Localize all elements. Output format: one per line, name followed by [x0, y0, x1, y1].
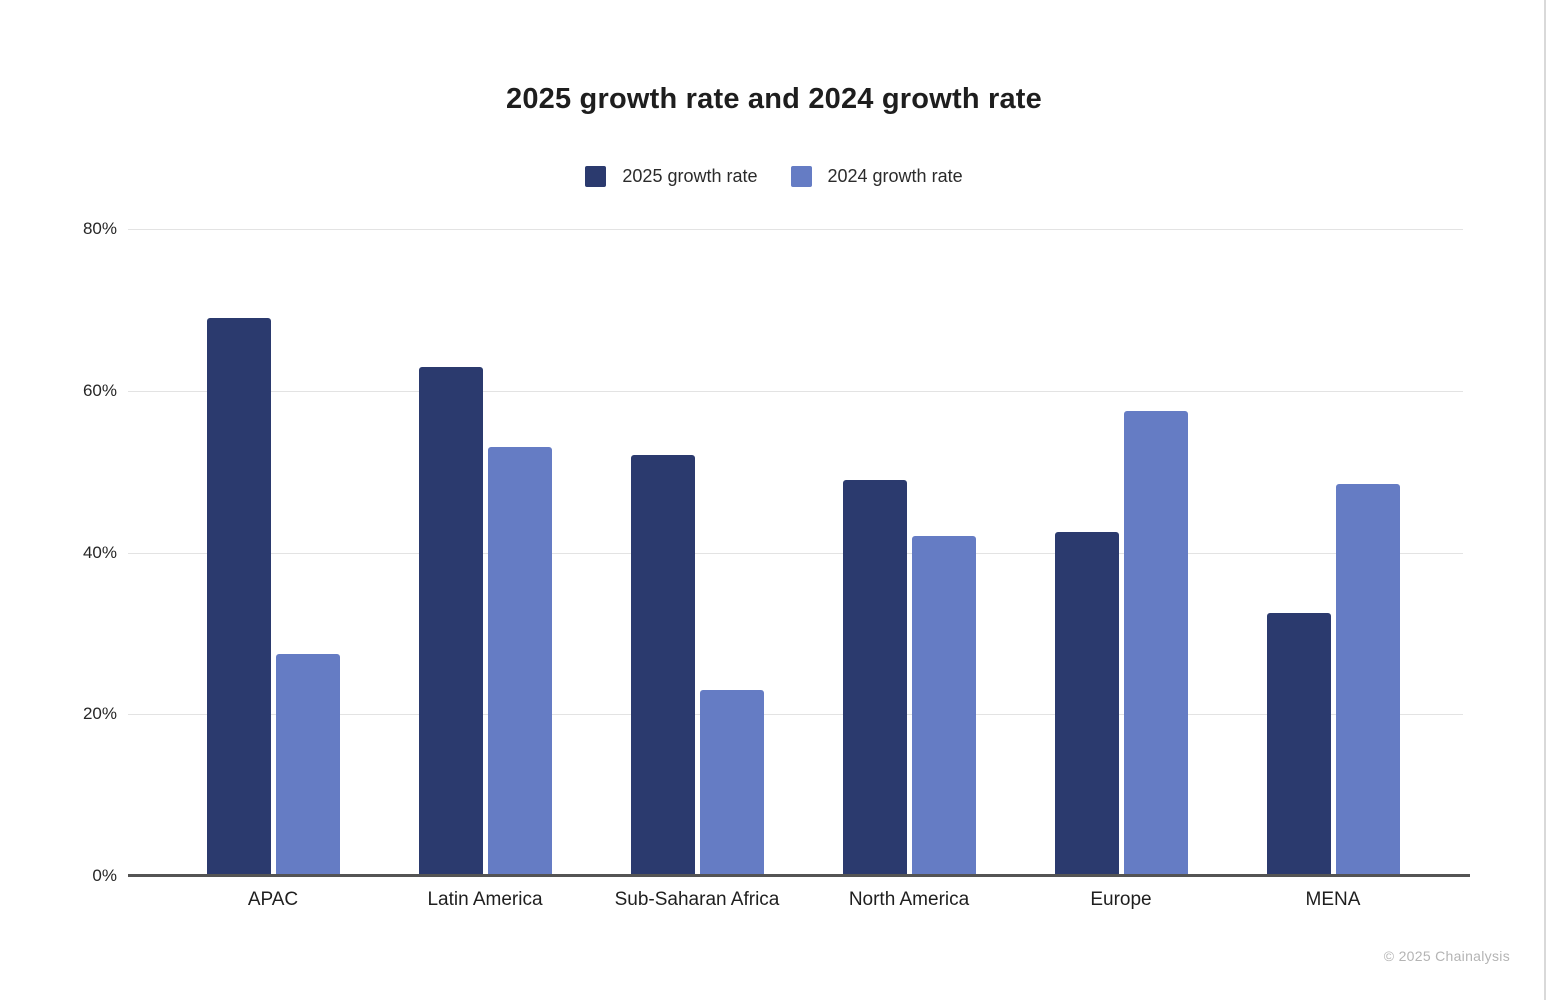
- legend-item-2025-growth-rate: 2025 growth rate: [585, 166, 758, 187]
- x-tick-label-sub-saharan-africa: Sub-Saharan Africa: [614, 889, 780, 910]
- x-tick-label-mena: MENA: [1305, 889, 1361, 910]
- x-tick-label-north-america: North America: [848, 889, 970, 910]
- bar-2025-growth-rate-north-america: [842, 479, 907, 876]
- x-axis-line: [128, 874, 1470, 877]
- gridline-20: [128, 714, 1463, 716]
- bar-2024-growth-rate-latin-america: [487, 447, 552, 876]
- bar-2025-growth-rate-sub-saharan-africa: [630, 455, 695, 876]
- gridline-60: [128, 390, 1463, 392]
- y-tick-label-40: 40%: [82, 542, 117, 562]
- copyright-text: © 2025 Chainalysis: [1383, 948, 1510, 964]
- legend-label: 2025 growth rate: [622, 166, 758, 186]
- legend-item-2024-growth-rate: 2024 growth rate: [790, 166, 963, 187]
- legend: 2025 growth rate 2024 growth rate: [0, 166, 1548, 187]
- y-tick-label-20: 20%: [82, 704, 117, 724]
- y-tick-label-80: 80%: [82, 219, 117, 238]
- bar-2024-growth-rate-europe: [1123, 410, 1188, 876]
- bar-group-north-america: North America: [803, 229, 1015, 910]
- bar-group-latin-america: Latin America: [379, 229, 591, 910]
- x-tick-label-apac: APAC: [247, 889, 299, 910]
- legend-swatch-2024-growth-rate: [790, 166, 812, 187]
- right-edge-border: [1544, 0, 1546, 1000]
- y-tick-label-0: 0%: [92, 866, 117, 885]
- bar-2025-growth-rate-latin-america: [418, 366, 483, 876]
- bar-2025-growth-rate-europe: [1054, 532, 1119, 876]
- bar-2024-growth-rate-apac: [275, 653, 340, 876]
- gridline-40: [128, 552, 1463, 554]
- x-tick-label-latin-america: Latin America: [427, 889, 543, 910]
- bar-group-apac: APAC: [167, 229, 379, 910]
- legend-swatch-2025-growth-rate: [585, 166, 607, 187]
- bar-2024-growth-rate-mena: [1335, 483, 1400, 876]
- bar-2025-growth-rate-mena: [1266, 613, 1331, 876]
- gridline-80: [128, 229, 1463, 230]
- bar-groups: APAC Latin America Sub-Saharan Africa North…: [128, 229, 1463, 910]
- bar-2024-growth-rate-north-america: [911, 536, 976, 876]
- chart-title: 2025 growth rate and 2024 growth rate: [505, 83, 1042, 115]
- bar-2025-growth-rate-apac: [206, 317, 271, 876]
- bar-2024-growth-rate-sub-saharan-africa: [699, 690, 764, 876]
- bar-group-europe: Europe: [1015, 229, 1227, 910]
- bar-group-mena: MENA: [1227, 229, 1439, 910]
- y-tick-label-60: 60%: [82, 380, 117, 400]
- legend-label: 2024 growth rate: [827, 166, 963, 186]
- x-tick-label-europe: Europe: [1090, 889, 1152, 910]
- bar-group-sub-saharan-africa: Sub-Saharan Africa: [591, 229, 803, 910]
- plot-area: 80% 60% 40% 20% 0% APAC Latin America Sub-Saha…: [83, 219, 1470, 910]
